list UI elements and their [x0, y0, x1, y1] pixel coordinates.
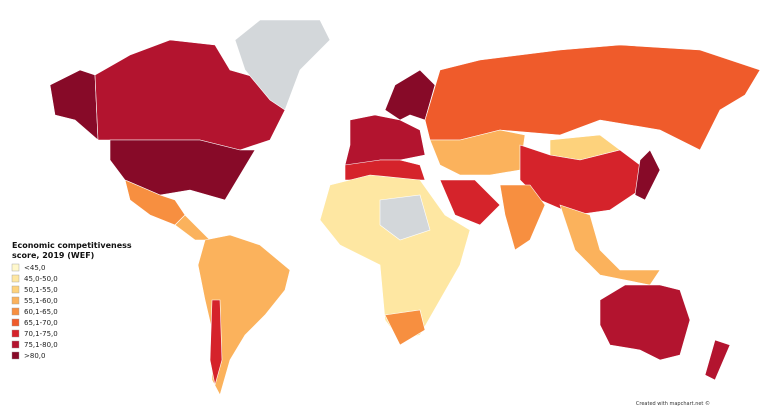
japan: [634, 149, 661, 201]
south-africa: [384, 309, 426, 346]
legend-swatch: [11, 329, 20, 338]
legend-label: 45,0-50,0: [24, 275, 58, 283]
legend-label: 75,1-80,0: [24, 341, 58, 349]
arabia: [439, 179, 501, 226]
central-america: [174, 214, 211, 241]
russia: [424, 44, 761, 151]
legend-label: 70,1-75,0: [24, 330, 58, 338]
new-zealand: [704, 339, 731, 381]
legend-swatch: [11, 274, 20, 283]
legend-label: 50,1-55,0: [24, 286, 58, 294]
southeast-asia: [559, 204, 661, 286]
legend-swatch: [11, 285, 20, 294]
chile: [209, 299, 223, 386]
usa: [109, 139, 256, 201]
credit: Created with mapchart.net ©: [636, 400, 710, 407]
greenland: [234, 19, 331, 111]
africa-no-data: [379, 194, 431, 241]
legend-swatch: [11, 340, 20, 349]
legend-label: 55,1-60,0: [24, 297, 58, 305]
legend-label: >80,0: [24, 352, 45, 360]
legend-swatch: [11, 307, 20, 316]
alaska: [49, 69, 99, 141]
australia: [599, 284, 691, 361]
countries: [49, 19, 761, 396]
legend-title: Economic competitiveness: [12, 241, 132, 250]
legend-label: 60,1-65,0: [24, 308, 58, 316]
legend-title: score, 2019 (WEF): [12, 251, 94, 260]
legend-swatch: [11, 351, 20, 360]
legend-swatch: [11, 318, 20, 327]
legend-label: 65,1-70,0: [24, 319, 58, 327]
legend-swatch: [11, 263, 20, 272]
legend-label: <45,0: [24, 264, 45, 272]
legend-swatch: [11, 296, 20, 305]
india: [499, 184, 546, 251]
africa: [319, 174, 471, 341]
